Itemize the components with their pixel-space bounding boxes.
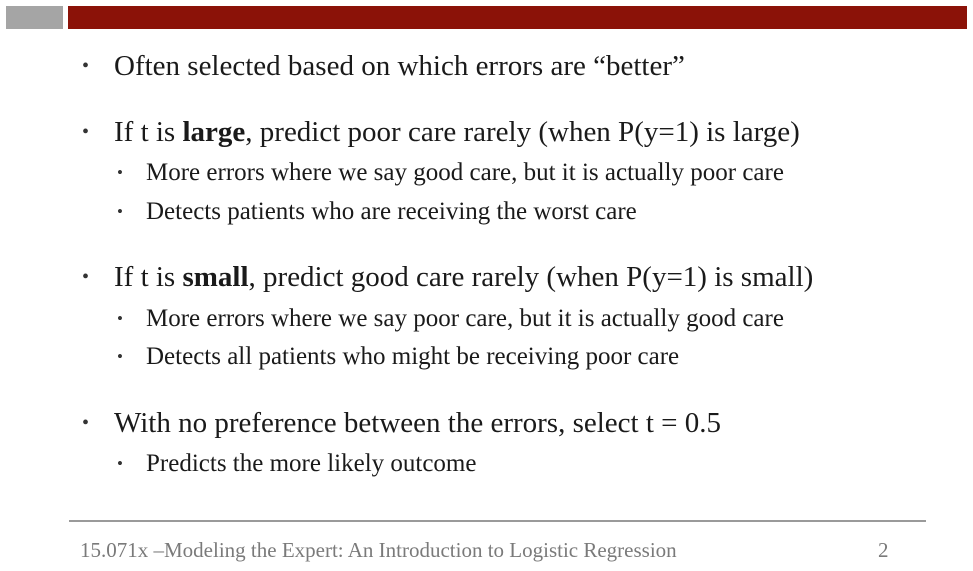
sub-bullet-marker: • xyxy=(117,202,123,221)
bullet-2-emphasis: large xyxy=(182,116,246,148)
bullet-3-emphasis: small xyxy=(182,261,249,293)
bullet-marker: • xyxy=(82,412,90,434)
bullet-2-sub-1: More errors where we say good care, but … xyxy=(146,159,784,186)
sub-bullet-marker: • xyxy=(117,347,123,366)
footer-course-title: 15.071x –Modeling the Expert: An Introdu… xyxy=(80,538,677,562)
bullet-4-sub-1: Predicts the more likely outcome xyxy=(146,450,477,477)
bullet-marker: • xyxy=(82,121,90,143)
bullet-2-prefix: If t is xyxy=(114,116,183,148)
footer-divider xyxy=(69,520,926,522)
bullet-3-text: If t is small, predict good care rarely … xyxy=(114,260,813,294)
page-number: 2 xyxy=(878,538,889,562)
bullet-4-text: With no preference between the errors, s… xyxy=(114,407,722,439)
bullet-marker: • xyxy=(82,266,90,288)
header-title-bar xyxy=(68,6,967,29)
bullet-2-text: If t is large, predict poor care rarely … xyxy=(114,115,800,149)
bullet-3-prefix: If t is xyxy=(114,261,183,293)
bullet-3-sub-2: Detects all patients who might be receiv… xyxy=(146,343,680,370)
bullet-2-sub-2: Detects patients who are receiving the w… xyxy=(146,198,637,225)
header-gray-block xyxy=(6,6,63,29)
sub-bullet-marker: • xyxy=(117,309,123,328)
sub-bullet-marker: • xyxy=(117,454,123,473)
sub-bullet-marker: • xyxy=(117,163,123,182)
bullet-2-suffix: , predict poor care rarely (when P(y=1) … xyxy=(245,116,800,148)
bullet-marker: • xyxy=(82,55,90,77)
bullet-1-text: Often selected based on which errors are… xyxy=(114,50,685,82)
bullet-3-sub-1: More errors where we say poor care, but … xyxy=(146,305,784,332)
bullet-3-suffix: , predict good care rarely (when P(y=1) … xyxy=(248,261,814,293)
